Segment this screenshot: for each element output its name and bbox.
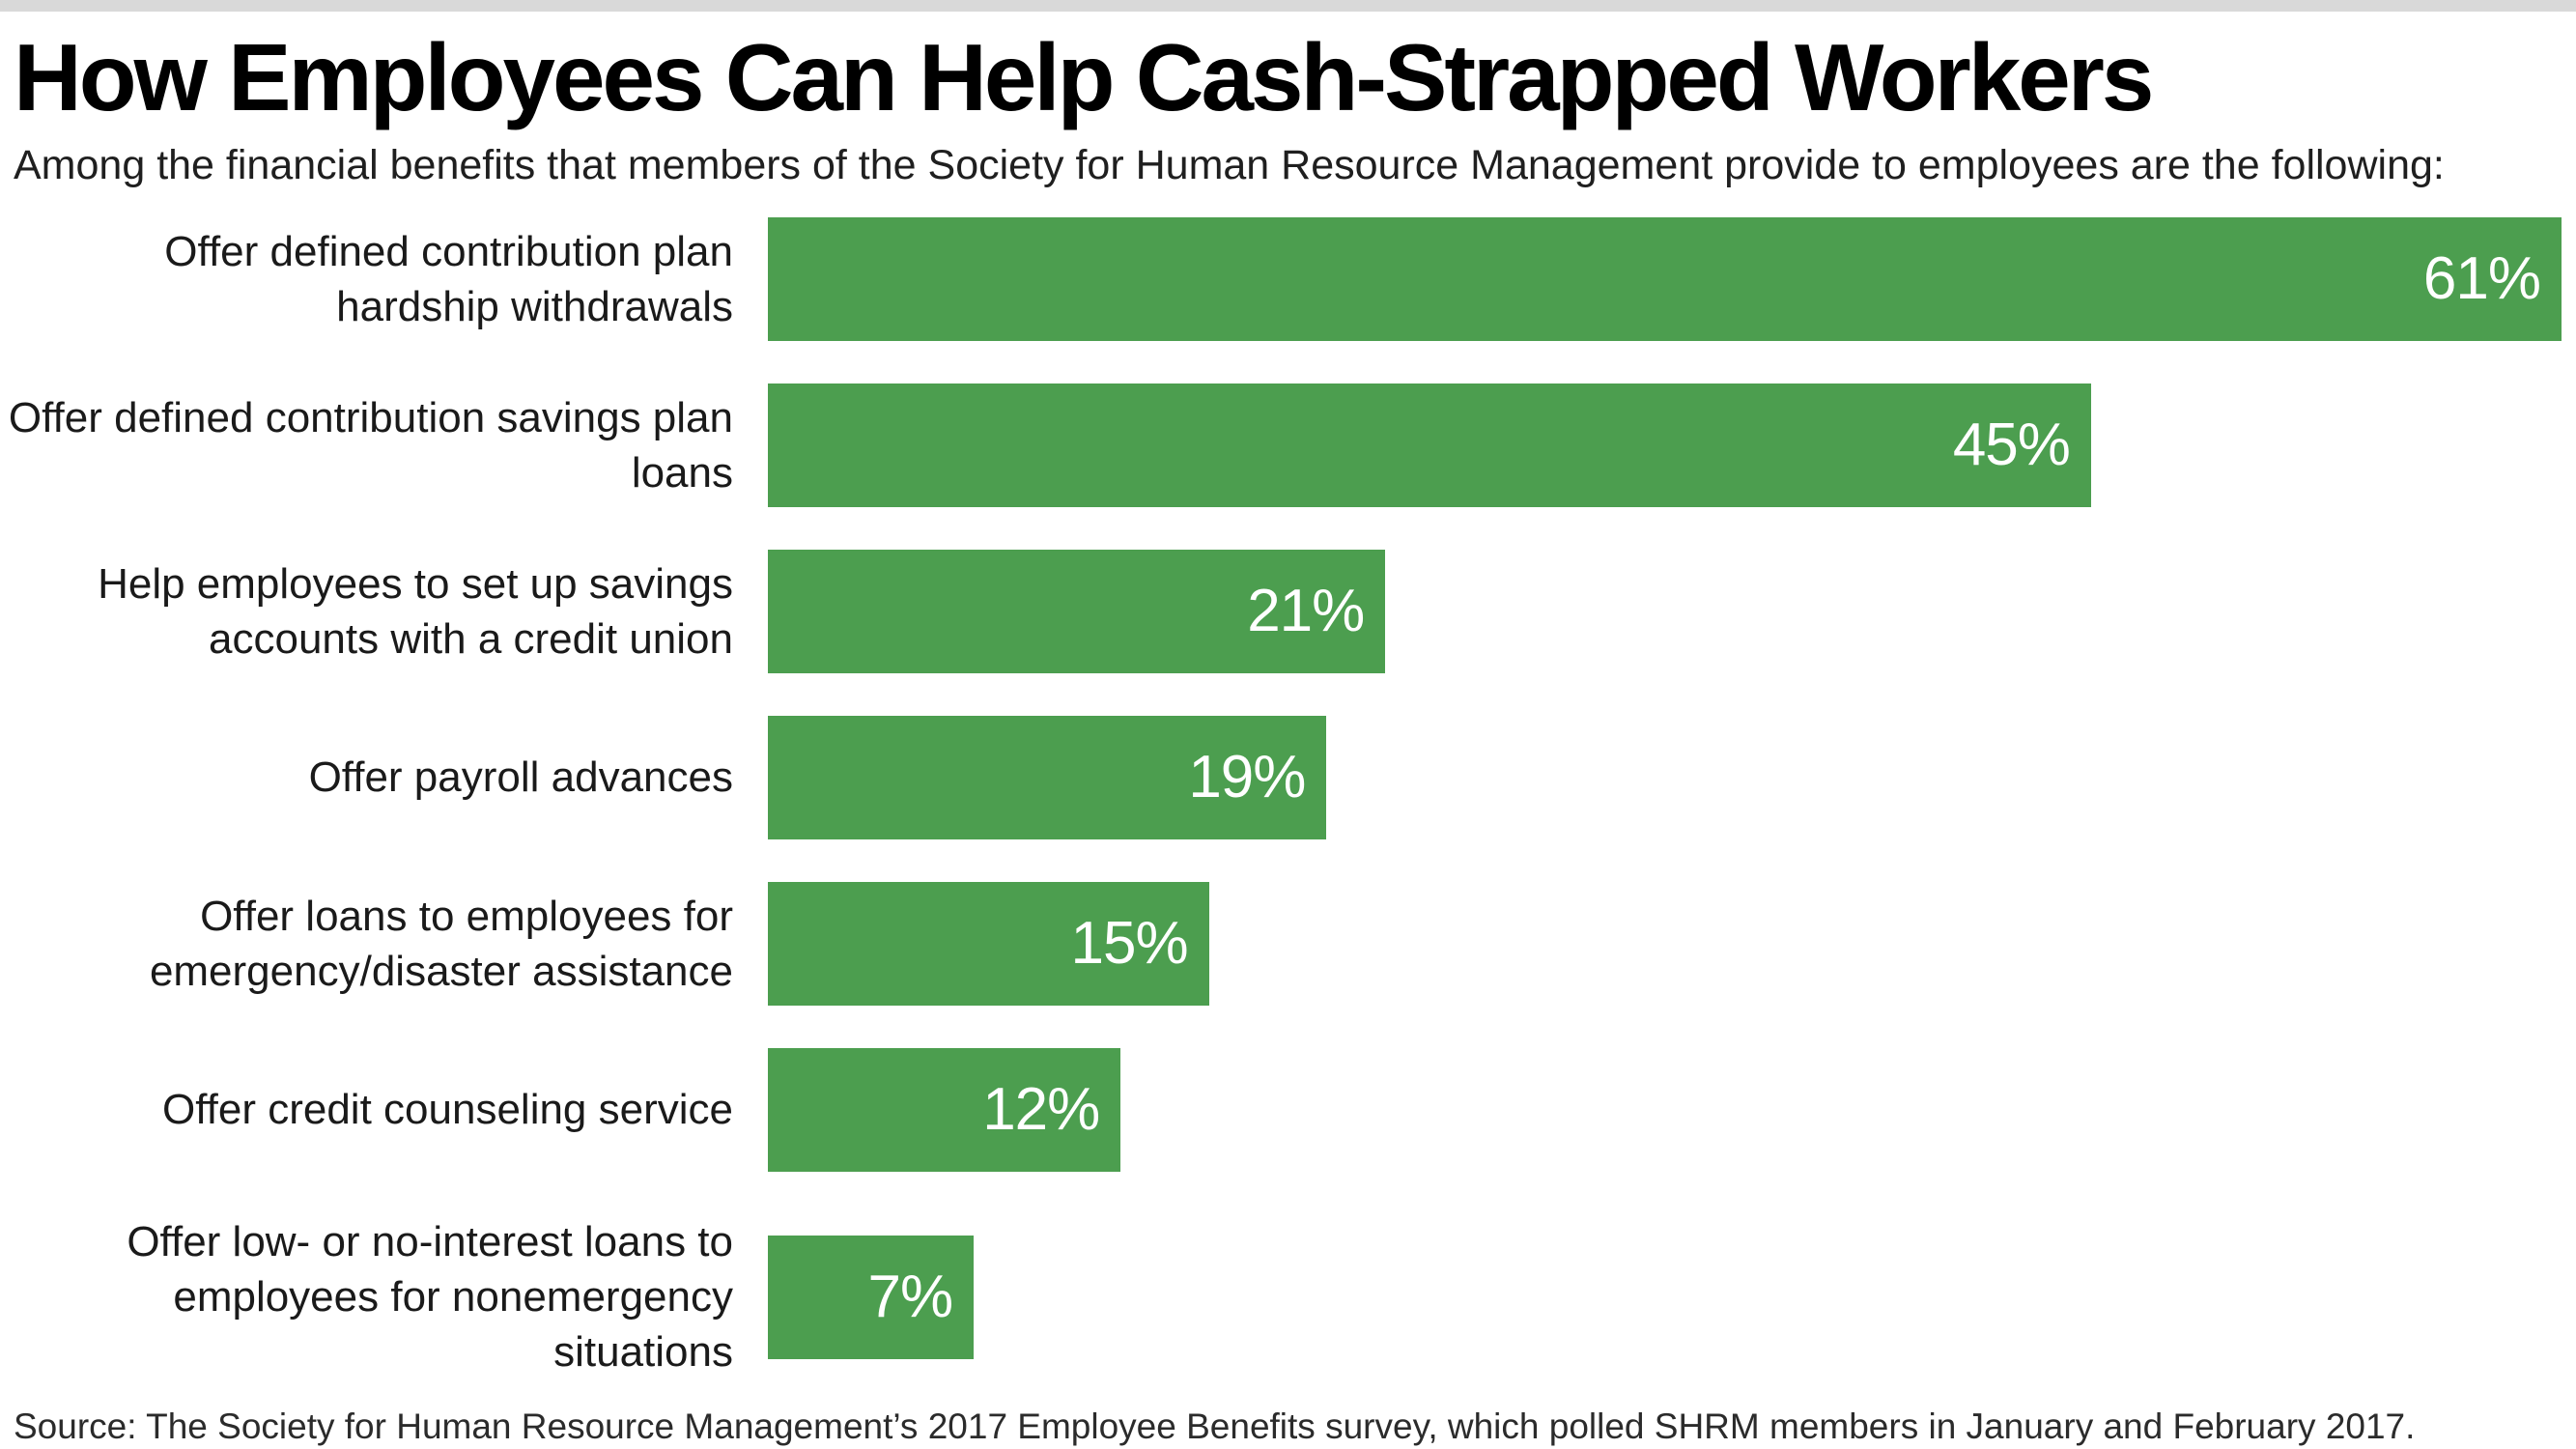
bar: 19%: [768, 715, 1327, 839]
bar-label: Help employees to set up savings account…: [98, 559, 733, 663]
bar-track: 15%: [768, 881, 2562, 1006]
chart-row: Offer defined contribution plan hardship…: [0, 216, 2562, 341]
chart-row: Offer payroll advances 19%: [0, 715, 2562, 839]
bar-chart: Offer defined contribution plan hardship…: [0, 216, 2576, 1380]
bar: 7%: [768, 1235, 975, 1359]
bar-label: Offer payroll advances: [308, 753, 733, 802]
bar-value-label: 61%: [2422, 245, 2541, 313]
bar-track: 61%: [768, 216, 2562, 341]
bar-value-label: 45%: [1952, 412, 2071, 479]
chart-footer: Source: The Society for Human Resource M…: [0, 1379, 2576, 1447]
bar-value-label: 15%: [1070, 910, 1189, 978]
bar-track: 12%: [768, 1047, 2562, 1172]
chart-row: Help employees to set up savings account…: [0, 549, 2562, 673]
chart-row: Offer defined contribution savings plan …: [0, 383, 2562, 507]
bar-track: 7%: [768, 1235, 2562, 1359]
bar-value-label: 19%: [1188, 744, 1306, 811]
bar-value-label: 7%: [867, 1264, 953, 1331]
page-title: How Employees Can Help Cash-Strapped Wor…: [14, 24, 2154, 130]
bar: 21%: [768, 549, 1386, 673]
bar: 15%: [768, 881, 1209, 1006]
top-border-strip: [0, 0, 2576, 12]
bar: 61%: [768, 216, 2562, 341]
bar-value-label: 12%: [982, 1076, 1100, 1144]
bar-label: Offer defined contribution savings plan …: [8, 393, 733, 497]
chart-row: Offer credit counseling service 12%: [0, 1047, 2562, 1172]
bar-label: Offer low- or no-interest loans to emplo…: [127, 1217, 733, 1377]
chart-header: How Employees Can Help Cash-Strapped Wor…: [0, 12, 2576, 192]
bar-label: Offer credit counseling service: [161, 1086, 733, 1134]
bar-track: 21%: [768, 549, 2562, 673]
bar-track: 19%: [768, 715, 2562, 839]
bar: 45%: [768, 383, 2091, 507]
source-note: Source: The Society for Human Resource M…: [14, 1406, 2416, 1447]
bar-label: Offer defined contribution plan hardship…: [164, 227, 733, 330]
chart-row: Offer loans to employees for emergency/d…: [0, 881, 2562, 1006]
bar-value-label: 21%: [1247, 578, 1365, 645]
bar: 12%: [768, 1047, 1121, 1172]
chart-row: Offer low- or no-interest loans to emplo…: [0, 1214, 2562, 1380]
bar-label: Offer loans to employees for emergency/d…: [149, 892, 733, 995]
bar-track: 45%: [768, 383, 2562, 507]
chart-subtitle: Among the financial benefits that member…: [14, 141, 2445, 188]
